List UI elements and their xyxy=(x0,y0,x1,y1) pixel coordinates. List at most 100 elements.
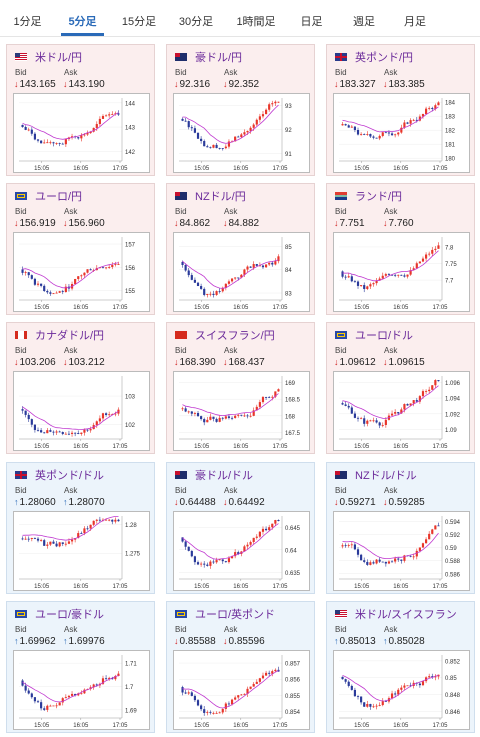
mini-candle-chart[interactable]: 184 183 182 181 180 15:05 16:05 17:05 xyxy=(333,93,470,173)
rate-card[interactable]: カナダドル/円 Bid Ask ↓103.206 ↓103.212 103 102 15:05… xyxy=(6,322,155,454)
mini-candle-chart[interactable]: 1.28 1.275 15:05 16:05 17:05 xyxy=(13,511,150,591)
mini-candle-chart[interactable]: 169 168.5 168 167.5 15:05 16:05 17:05 xyxy=(173,371,310,451)
tab-6[interactable]: 週足 xyxy=(353,16,375,28)
rate-card[interactable]: ユーロ/豪ドル Bid Ask ↑1.69962 ↑1.69976 1.71 1.7 1.69… xyxy=(6,601,155,733)
pair-name[interactable]: ユーロ/ドル xyxy=(355,330,414,342)
pair-name[interactable]: 米ドル/円 xyxy=(35,52,83,64)
pair-name[interactable]: 英ポンド/ドル xyxy=(35,470,105,482)
rate-card[interactable]: ユーロ/ドル Bid Ask ↓1.09612 ↓1.09615 1.096 1.094 1.… xyxy=(326,322,475,454)
mini-candle-chart[interactable]: 0.594 0.592 0.59 0.588 0.586 15:05 16:05 17:05 xyxy=(333,511,470,591)
candle xyxy=(27,129,30,131)
moving-average-line xyxy=(22,675,119,703)
pair-title[interactable]: 豪ドル/円 xyxy=(175,49,242,65)
candle xyxy=(80,533,83,534)
rate-card[interactable]: 英ポンド/円 Bid Ask ↓183.327 ↓183.385 184 183 182 181… xyxy=(326,44,475,176)
candle xyxy=(101,678,105,684)
tab-4[interactable]: 1時間足 xyxy=(236,16,276,28)
candle xyxy=(252,683,255,687)
y-tick-label: 0.64 xyxy=(285,548,297,554)
mini-candle-chart[interactable]: 157 156 155 15:05 16:05 17:05 xyxy=(13,232,150,312)
pair-name[interactable]: ユーロ/豪ドル xyxy=(35,609,105,621)
tab-5[interactable]: 日足 xyxy=(300,16,323,28)
pair-name[interactable]: NZドル/円 xyxy=(195,191,246,203)
pair-name[interactable]: ランド/円 xyxy=(355,191,403,203)
rate-card[interactable]: スイスフラン/円 Bid Ask ↓168.390 ↓168.437 169 168.5 16… xyxy=(166,322,315,454)
y-tick-label: 92 xyxy=(285,128,292,134)
pair-name[interactable]: 英ポンド/円 xyxy=(355,52,414,64)
y-tick-label: 7.8 xyxy=(445,245,454,251)
x-tick-label: 16:05 xyxy=(393,584,409,590)
candle xyxy=(375,137,378,139)
pair-title[interactable]: 豪ドル/ドル xyxy=(175,467,253,483)
rate-card[interactable]: 米ドル/円 Bid Ask ↓143.165 ↓143.190 144 143 142 15:0… xyxy=(6,44,155,176)
candle xyxy=(378,705,381,706)
pair-title[interactable]: ユーロ/豪ドル xyxy=(15,606,104,622)
rate-card[interactable]: ユーロ/円 Bid Ask ↓156.919 ↓156.960 157 156 155 15:0… xyxy=(6,183,155,315)
pair-title[interactable]: 英ポンド/ドル xyxy=(15,467,104,483)
candle xyxy=(424,539,428,544)
mini-candle-chart[interactable]: 85 84 83 15:05 16:05 17:05 xyxy=(173,232,310,312)
mini-candle-chart[interactable]: 0.852 0.85 0.848 0.846 15:05 16:05 17:05 xyxy=(333,650,470,730)
pair-name[interactable]: 豪ドル/ドル xyxy=(195,470,254,482)
candle xyxy=(80,432,83,434)
mini-candle-chart[interactable]: 144 143 142 15:05 16:05 17:05 xyxy=(13,93,150,173)
mini-candle-chart[interactable]: 1.096 1.094 1.092 1.09 15:05 16:05 17:05 xyxy=(333,371,470,451)
candle xyxy=(212,144,215,148)
candle xyxy=(384,132,387,134)
rate-card[interactable]: NZドル/ドル Bid Ask ↓0.59271 ↓0.59285 0.594 0.592 0… xyxy=(326,462,475,594)
pair-title[interactable]: 米ドル/円 xyxy=(15,49,82,65)
tab-7[interactable]: 月足 xyxy=(404,16,426,28)
candle xyxy=(341,545,344,547)
candle xyxy=(21,538,24,540)
candle xyxy=(237,136,240,138)
candle xyxy=(52,431,55,433)
pair-name[interactable]: ユーロ/英ポンド xyxy=(195,609,276,621)
pair-title[interactable]: NZドル/ドル xyxy=(335,467,417,483)
tab-1[interactable]: 5分足 xyxy=(55,0,110,36)
pair-name[interactable]: 米ドル/スイスフラン xyxy=(355,609,457,621)
pair-title[interactable]: ユーロ/ドル xyxy=(335,327,413,343)
pair-title[interactable]: ランド/円 xyxy=(335,188,402,204)
candle xyxy=(415,119,418,121)
rate-card[interactable]: 豪ドル/ドル Bid Ask ↓0.64488 ↓0.64492 0.645 0.64 0.6… xyxy=(166,462,315,594)
rate-card[interactable]: 豪ドル/円 Bid Ask ↓92.316 ↓92.352 93 92 91 15:05 16:0… xyxy=(166,44,315,176)
rate-card[interactable]: NZドル/円 Bid Ask ↓84.862 ↓84.882 85 84 83 15:05 16:… xyxy=(166,183,315,315)
mini-candle-chart[interactable]: 93 92 91 15:05 16:05 17:05 xyxy=(173,93,310,173)
candle xyxy=(243,546,246,552)
rate-card[interactable]: ランド/円 Bid Ask ↓7.751 ↓7.760 7.8 7.75 7.7 15:05 16… xyxy=(326,183,475,315)
candle xyxy=(237,695,240,698)
candle xyxy=(77,693,80,696)
candle xyxy=(40,540,43,541)
tab-2[interactable]: 15分足 xyxy=(121,16,157,28)
candle xyxy=(344,545,347,547)
candle xyxy=(46,430,49,434)
rate-card[interactable]: 英ポンド/ドル Bid Ask ↑1.28060 ↑1.28070 1.28 1.275 15… xyxy=(6,462,155,594)
mini-candle-chart[interactable]: 7.8 7.75 7.7 15:05 16:05 17:05 xyxy=(333,232,470,312)
candle xyxy=(33,133,37,140)
ask-value: ↓1.09615 xyxy=(383,357,425,368)
pair-title[interactable]: スイスフラン/円 xyxy=(175,327,275,343)
pair-title[interactable]: ユーロ/英ポンド xyxy=(175,606,275,622)
candle xyxy=(240,694,243,696)
pair-name[interactable]: スイスフラン/円 xyxy=(195,330,275,342)
pair-title[interactable]: NZドル/円 xyxy=(175,188,246,204)
pair-name[interactable]: カナダドル/円 xyxy=(35,330,105,342)
bid-value: ↑0.85013 xyxy=(334,636,376,647)
pair-title[interactable]: カナダドル/円 xyxy=(15,327,104,343)
pair-title[interactable]: ユーロ/円 xyxy=(15,188,82,204)
mini-candle-chart[interactable]: 0.645 0.64 0.635 15:05 16:05 17:05 xyxy=(173,511,310,591)
pair-name[interactable]: 豪ドル/円 xyxy=(195,52,243,64)
tab-3[interactable]: 30分足 xyxy=(178,16,214,28)
pair-name[interactable]: ユーロ/円 xyxy=(35,191,83,203)
rate-card[interactable]: 米ドル/スイスフラン Bid Ask ↑0.85013 ↑0.85028 0.852 0.8… xyxy=(326,601,475,733)
bid-value: ↓7.751 xyxy=(334,218,365,229)
mini-candle-chart[interactable]: 103 102 15:05 16:05 17:05 xyxy=(13,371,150,451)
tab-0[interactable]: 1分足 xyxy=(13,16,42,28)
rate-card[interactable]: ユーロ/英ポンド Bid Ask ↓0.85588 ↓0.85596 0.857 0.856… xyxy=(166,601,315,733)
candle xyxy=(406,274,409,277)
pair-name[interactable]: NZドル/ドル xyxy=(355,470,417,482)
mini-candle-chart[interactable]: 1.71 1.7 1.69 15:05 16:05 17:05 xyxy=(13,650,150,730)
mini-candle-chart[interactable]: 0.857 0.856 0.855 0.854 15:05 16:05 17:05 xyxy=(173,650,310,730)
pair-title[interactable]: 米ドル/スイスフラン xyxy=(335,606,457,622)
pair-title[interactable]: 英ポンド/円 xyxy=(335,49,413,65)
